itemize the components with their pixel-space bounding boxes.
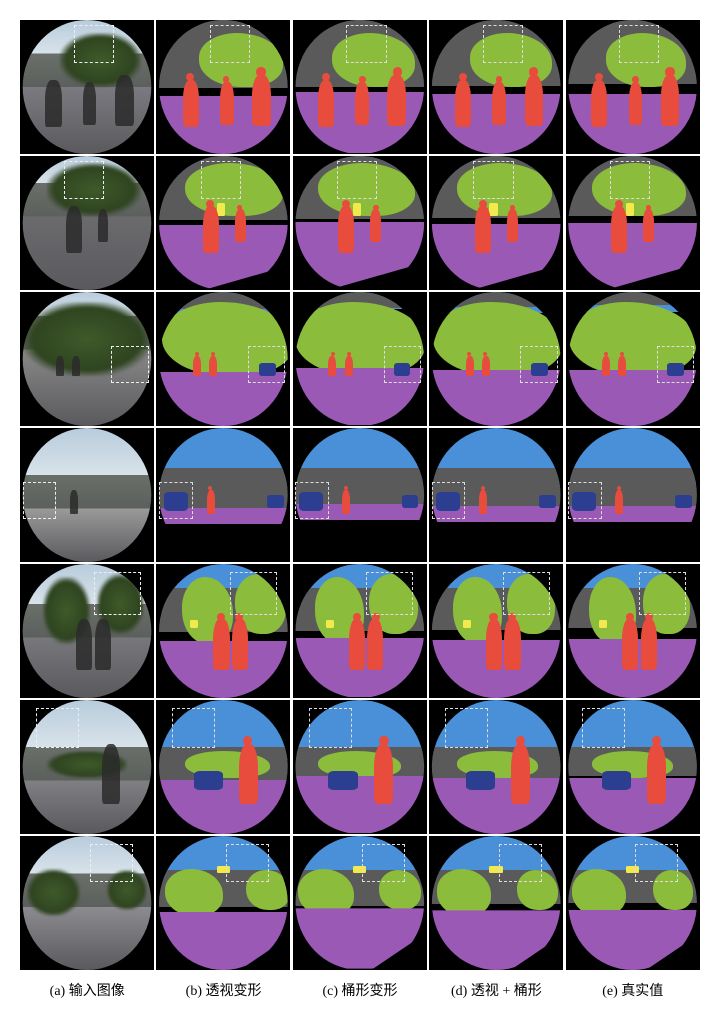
segmentation-cell [566, 564, 700, 698]
highlight-box [520, 346, 558, 384]
segmentation-cell [429, 428, 563, 562]
segmentation-cell [293, 836, 427, 970]
highlight-box [210, 25, 250, 63]
highlight-box [366, 572, 413, 615]
segmentation-cell [566, 20, 700, 154]
highlight-box [432, 482, 466, 520]
caption-d: (d) 透视 + 桶形 [429, 980, 563, 1000]
highlight-box [23, 482, 57, 520]
highlight-box [64, 161, 104, 199]
highlight-box [74, 25, 114, 63]
segmentation-cell [156, 156, 290, 290]
highlight-box [610, 161, 650, 199]
highlight-box [295, 482, 329, 520]
caption-row: (a) 输入图像 (b) 透视变形 (c) 桶形变形 (d) 透视 + 桶形 (… [20, 980, 700, 1000]
input-image-cell [20, 156, 154, 290]
highlight-box [639, 572, 686, 615]
input-image-cell [20, 564, 154, 698]
highlight-box [657, 346, 695, 384]
highlight-box [226, 844, 269, 882]
highlight-box [346, 25, 386, 63]
figure-grid [20, 20, 700, 970]
segmentation-cell [566, 836, 700, 970]
caption-e: (e) 真实值 [566, 980, 700, 1000]
highlight-box [473, 161, 513, 199]
segmentation-cell [566, 156, 700, 290]
segmentation-cell [293, 428, 427, 562]
segmentation-cell [293, 20, 427, 154]
segmentation-cell [156, 20, 290, 154]
highlight-box [248, 346, 286, 384]
highlight-box [499, 844, 542, 882]
caption-b: (b) 透视变形 [156, 980, 290, 1000]
highlight-box [582, 708, 625, 748]
segmentation-cell [429, 156, 563, 290]
highlight-box [309, 708, 352, 748]
highlight-box [362, 844, 405, 882]
highlight-box [337, 161, 377, 199]
highlight-box [503, 572, 550, 615]
segmentation-cell [293, 700, 427, 834]
caption-c: (c) 桶形变形 [293, 980, 427, 1000]
input-image-cell [20, 20, 154, 154]
segmentation-cell [566, 292, 700, 426]
segmentation-cell [429, 700, 563, 834]
highlight-box [172, 708, 215, 748]
input-image-cell [20, 292, 154, 426]
highlight-box [384, 346, 422, 384]
highlight-box [619, 25, 659, 63]
segmentation-cell [429, 20, 563, 154]
input-image-cell [20, 836, 154, 970]
segmentation-cell [429, 292, 563, 426]
segmentation-cell [293, 156, 427, 290]
caption-a: (a) 输入图像 [20, 980, 154, 1000]
highlight-box [94, 572, 141, 615]
highlight-box [445, 708, 488, 748]
segmentation-cell [293, 292, 427, 426]
segmentation-cell [566, 428, 700, 562]
comparison-figure: (a) 输入图像 (b) 透视变形 (c) 桶形变形 (d) 透视 + 桶形 (… [20, 20, 700, 1000]
segmentation-cell [156, 428, 290, 562]
highlight-box [635, 844, 678, 882]
segmentation-cell [156, 836, 290, 970]
highlight-box [36, 708, 79, 748]
highlight-box [230, 572, 277, 615]
segmentation-cell [156, 292, 290, 426]
highlight-box [159, 482, 193, 520]
segmentation-cell [293, 564, 427, 698]
segmentation-cell [429, 836, 563, 970]
segmentation-cell [566, 700, 700, 834]
input-image-cell [20, 700, 154, 834]
highlight-box [568, 482, 602, 520]
segmentation-cell [156, 564, 290, 698]
segmentation-cell [156, 700, 290, 834]
highlight-box [483, 25, 523, 63]
segmentation-cell [429, 564, 563, 698]
highlight-box [111, 346, 149, 384]
highlight-box [201, 161, 241, 199]
highlight-box [90, 844, 133, 882]
input-image-cell [20, 428, 154, 562]
